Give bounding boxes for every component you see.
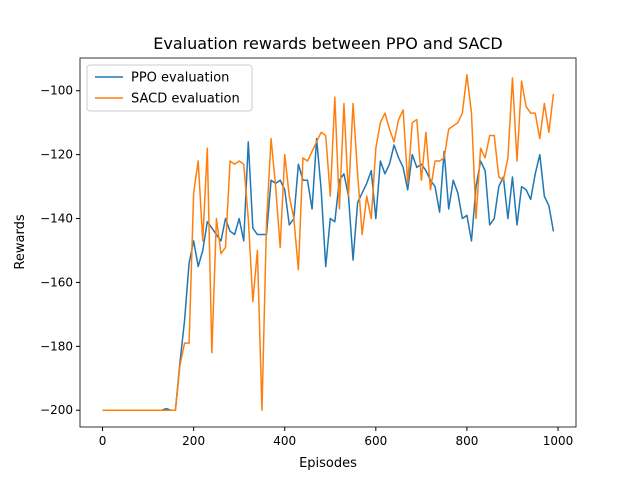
- plot-frame: [79, 57, 577, 428]
- x-tick-label: 1000: [543, 434, 574, 448]
- y-tick-label: −200: [40, 403, 73, 417]
- legend-label: SACD evaluation: [131, 92, 240, 107]
- data-line: [102, 74, 555, 411]
- x-tick-label: 800: [455, 434, 478, 448]
- chart-title: Evaluation rewards between PPO and SACD: [153, 34, 502, 53]
- y-tick-label: −100: [40, 84, 73, 98]
- legend-box: [86, 64, 253, 112]
- x-tick-label: 200: [182, 434, 205, 448]
- y-axis-label: Rewards: [13, 214, 28, 269]
- y-tick-label: −180: [40, 339, 73, 353]
- x-tick-label: 0: [99, 434, 107, 448]
- y-tick-label: −160: [40, 275, 73, 289]
- y-tick-label: −140: [40, 212, 73, 226]
- x-tick-label: 400: [273, 434, 296, 448]
- legend-label: PPO evaluation: [131, 71, 229, 86]
- x-tick-label: 600: [364, 434, 387, 448]
- x-axis-label: Episodes: [299, 456, 357, 471]
- y-tick-label: −120: [40, 148, 73, 162]
